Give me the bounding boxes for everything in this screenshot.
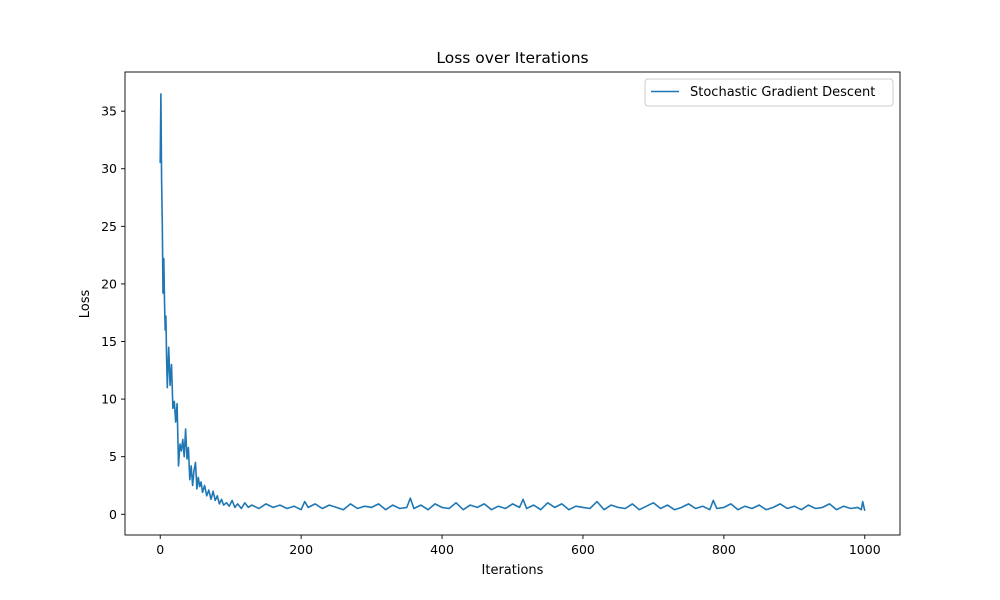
y-tick-label: 10	[101, 392, 117, 407]
chart-title: Loss over Iterations	[436, 49, 588, 67]
plot-area	[159, 93, 866, 511]
x-tick-label: 400	[430, 542, 454, 557]
y-tick-label: 5	[109, 449, 117, 464]
x-axis: 0 200 400 600 800 1000	[156, 535, 881, 557]
y-axis-title: Loss	[78, 290, 93, 319]
y-axis: 0 5 10 15 20 25 30 35	[101, 104, 125, 522]
axes-frame	[124, 71, 901, 536]
x-tick-label: 600	[571, 542, 595, 557]
y-tick-label: 30	[101, 161, 117, 176]
y-tick-label: 0	[109, 507, 117, 522]
x-tick-label: 0	[156, 542, 164, 557]
legend-series-label: Stochastic Gradient Descent	[690, 85, 875, 100]
x-axis-title: Iterations	[482, 563, 544, 578]
x-tick-label: 800	[712, 542, 736, 557]
y-tick-label: 15	[101, 334, 117, 349]
legend: Stochastic Gradient Descent	[644, 78, 894, 107]
x-tick-label: 1000	[849, 542, 881, 557]
legend-box	[644, 78, 894, 107]
y-tick-label: 20	[101, 276, 117, 291]
x-tick-label: 200	[289, 542, 313, 557]
y-tick-label: 35	[101, 104, 117, 119]
y-tick-label: 25	[101, 219, 117, 234]
series-line-0	[159, 93, 866, 511]
